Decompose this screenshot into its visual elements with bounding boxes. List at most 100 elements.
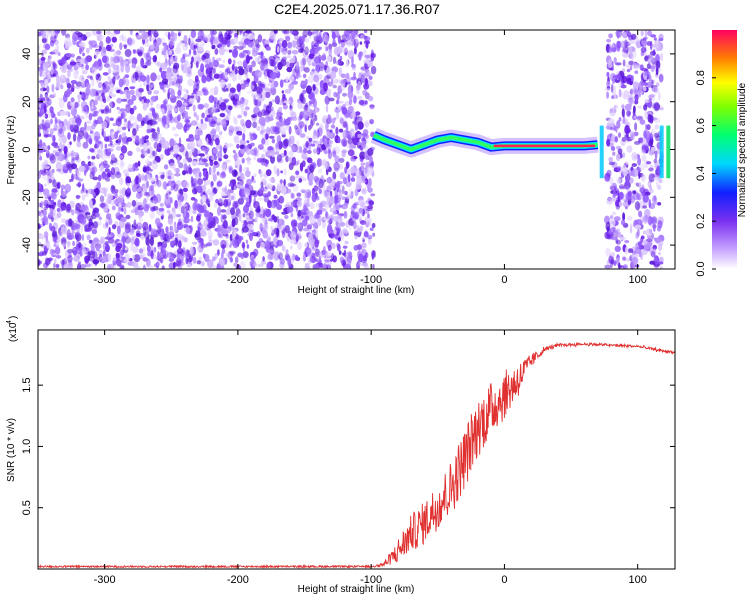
noise-speck — [363, 49, 367, 57]
noise-speck — [100, 256, 106, 263]
noise-speck — [71, 83, 75, 92]
noise-speck — [81, 234, 85, 241]
noise-speck — [289, 183, 296, 187]
noise-speck — [128, 115, 135, 121]
noise-speck — [342, 131, 346, 137]
noise-speck — [630, 223, 633, 229]
noise-speck — [131, 200, 137, 207]
noise-speck — [649, 184, 652, 192]
noise-speck — [609, 108, 613, 114]
noise-speck — [259, 170, 263, 178]
noise-speck — [222, 229, 228, 235]
noise-speck — [69, 141, 72, 146]
noise-speck — [253, 147, 258, 157]
noise-speck — [283, 168, 287, 176]
noise-speck — [349, 128, 355, 138]
noise-speck — [57, 182, 61, 190]
noise-speck — [246, 148, 252, 156]
noise-speck — [197, 162, 201, 166]
colorbar-tick-label: 0.8 — [695, 70, 707, 85]
noise-speck — [195, 61, 199, 69]
noise-speck — [627, 215, 633, 221]
noise-speck — [153, 246, 157, 253]
noise-speck — [49, 248, 55, 255]
noise-speck — [627, 248, 634, 254]
noise-speck — [608, 161, 616, 166]
noise-speck — [150, 83, 155, 88]
noise-speck — [624, 246, 629, 255]
noise-speck — [236, 143, 240, 149]
noise-speck — [210, 167, 216, 177]
noise-speck — [356, 116, 363, 123]
noise-speck — [246, 140, 250, 144]
noise-speck — [653, 37, 657, 41]
noise-speck — [338, 67, 343, 77]
noise-speck — [228, 183, 234, 187]
noise-speck — [360, 220, 367, 226]
noise-speck — [650, 217, 656, 224]
noise-speck — [63, 94, 68, 103]
noise-speck — [228, 129, 233, 136]
noise-speck — [654, 124, 659, 130]
noise-speck — [69, 124, 74, 132]
noise-speck — [118, 78, 124, 88]
noise-speck — [82, 183, 85, 192]
noise-speck — [636, 82, 642, 88]
noise-speck — [250, 142, 255, 147]
noise-speck — [50, 66, 54, 76]
noise-speck — [260, 206, 264, 215]
noise-speck — [50, 192, 57, 200]
noise-speck — [651, 87, 658, 92]
noise-speck — [368, 200, 375, 206]
noise-speck — [223, 198, 229, 208]
noise-speck — [317, 168, 323, 174]
noise-speck — [108, 263, 114, 269]
noise-speck — [196, 203, 203, 213]
noise-speck — [357, 261, 363, 267]
noise-speck — [610, 236, 618, 241]
noise-speck — [55, 263, 60, 269]
noise-speck — [256, 86, 263, 95]
noise-speck — [138, 88, 144, 93]
noise-speck — [228, 83, 232, 88]
noise-speck — [149, 177, 156, 182]
noise-speck — [102, 72, 109, 76]
noise-speck — [649, 65, 656, 69]
noise-speck — [628, 60, 634, 66]
noise-speck — [84, 263, 92, 268]
noise-speck — [337, 104, 342, 113]
noise-speck — [131, 227, 135, 234]
noise-speck — [320, 54, 327, 61]
noise-speck — [212, 173, 217, 182]
noise-speck — [109, 43, 114, 48]
noise-speck — [256, 241, 261, 249]
noise-speck — [317, 158, 320, 168]
noise-speck — [127, 98, 134, 106]
noise-speck — [53, 145, 60, 149]
noise-speck — [132, 49, 137, 54]
noise-speck — [74, 231, 80, 235]
noise-speck — [308, 62, 311, 66]
noise-speck — [44, 92, 48, 98]
noise-speck — [160, 245, 164, 253]
noise-speck — [247, 40, 254, 48]
noise-speck — [658, 252, 661, 256]
noise-speck — [364, 264, 370, 269]
noise-speck — [116, 97, 122, 104]
noise-speck — [214, 252, 219, 260]
noise-speck — [312, 84, 316, 91]
noise-speck — [651, 250, 656, 258]
noise-speck — [73, 124, 79, 134]
noise-speck — [282, 104, 288, 110]
noise-speck — [53, 262, 56, 269]
noise-speck — [164, 147, 171, 156]
noise-speck — [115, 118, 122, 127]
noise-speck — [615, 239, 621, 245]
noise-speck — [84, 258, 89, 264]
noise-speck — [207, 230, 213, 238]
noise-speck — [645, 228, 652, 237]
noise-speck — [44, 94, 49, 98]
noise-speck — [72, 133, 77, 142]
noise-speck — [102, 160, 108, 166]
noise-speck — [179, 261, 185, 266]
